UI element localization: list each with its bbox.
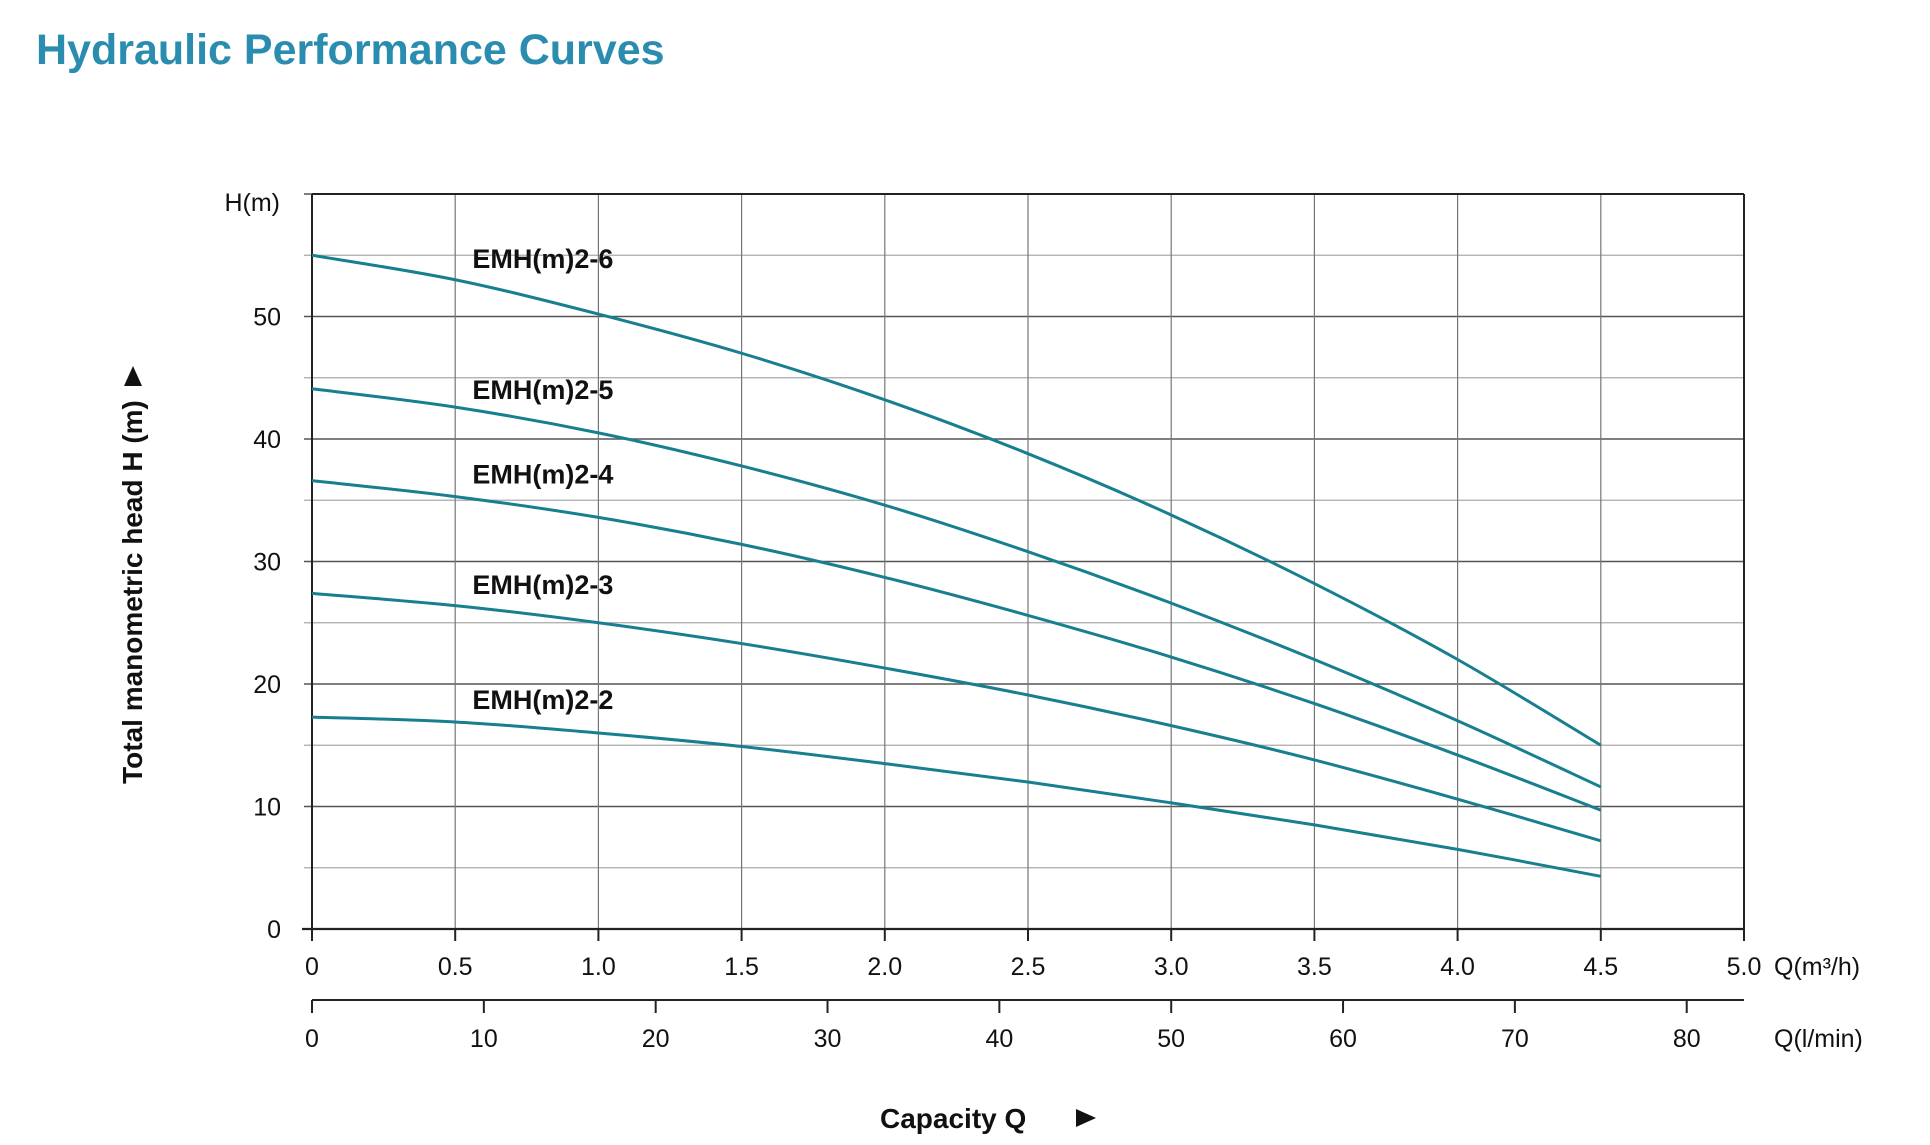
curve-label: EMH(m)2-5	[472, 375, 613, 405]
y-tick-label: 0	[267, 916, 281, 944]
x-tick-label: 0.5	[438, 953, 473, 981]
x2-tick-label: 70	[1501, 1025, 1529, 1053]
page-title: Hydraulic Performance Curves	[36, 26, 665, 74]
x-tick-label: 1.5	[724, 953, 759, 981]
x-tick-label: 3.0	[1154, 953, 1189, 981]
x-axis-arrow-icon	[1076, 1109, 1096, 1127]
x-axis-title: Capacity Q	[880, 1103, 1026, 1134]
x-tick-label: 2.0	[867, 953, 902, 981]
y-tick-label: 50	[253, 304, 281, 332]
x-unit-label: Q(m³/h)	[1774, 953, 1860, 981]
y-tick-label: 30	[253, 549, 281, 577]
y-unit-label: H(m)	[224, 189, 280, 217]
y-tick-label: 20	[253, 671, 281, 699]
y-tick-label: 40	[253, 426, 281, 454]
curve-emhm2-3	[311, 591, 1602, 843]
curve-label: EMH(m)2-6	[472, 244, 613, 274]
x2-tick-label: 30	[814, 1025, 842, 1053]
x2-tick-label: 40	[985, 1025, 1013, 1053]
x-tick-label: 4.5	[1583, 953, 1618, 981]
curve-label: EMH(m)2-4	[472, 460, 613, 490]
curve-label: EMH(m)2-2	[472, 685, 613, 715]
x-tick-label: 5.0	[1727, 953, 1762, 981]
y-axis-title: Total manometric head H (m)	[117, 400, 148, 784]
x2-tick-label: 20	[642, 1025, 670, 1053]
x2-unit-label: Q(l/min)	[1774, 1025, 1863, 1053]
curve-emhm2-2	[311, 715, 1602, 878]
curve-label: EMH(m)2-3	[472, 570, 613, 600]
x2-tick-label: 0	[305, 1025, 319, 1053]
curve-emhm2-6	[311, 253, 1602, 747]
x-tick-label: 2.5	[1011, 953, 1046, 981]
x-tick-label: 1.0	[581, 953, 616, 981]
x2-tick-label: 10	[470, 1025, 498, 1053]
y-tick-label: 10	[253, 794, 281, 822]
x2-tick-label: 60	[1329, 1025, 1357, 1053]
curve-emhm2-5	[311, 387, 1602, 789]
x-tick-label: 4.0	[1440, 953, 1475, 981]
x-tick-label: 3.5	[1297, 953, 1332, 981]
x-tick-label: 0	[305, 953, 319, 981]
curve-emhm2-4	[311, 479, 1602, 812]
x2-tick-label: 50	[1157, 1025, 1185, 1053]
x2-tick-label: 80	[1673, 1025, 1701, 1053]
y-axis-arrow-icon	[124, 366, 142, 386]
